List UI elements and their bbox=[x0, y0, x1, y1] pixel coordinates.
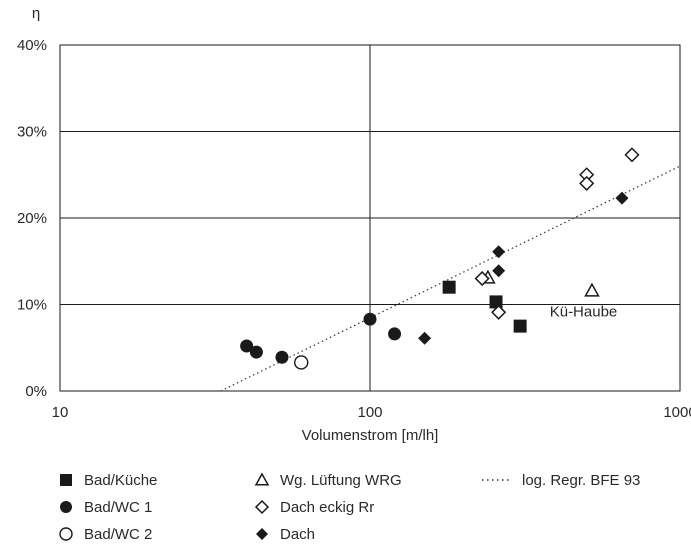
legend-label: Dach eckig Rr bbox=[280, 499, 374, 516]
y-tick-label: 30% bbox=[17, 124, 47, 141]
data-point bbox=[474, 270, 490, 287]
x-tick-label: 100 bbox=[357, 404, 382, 421]
data-point bbox=[240, 339, 254, 353]
data-point bbox=[249, 345, 263, 359]
data-point bbox=[363, 312, 377, 326]
data-point bbox=[275, 350, 289, 364]
y-tick-label: 40% bbox=[17, 37, 47, 54]
annotation-label: Kü-Haube bbox=[550, 304, 618, 321]
x-tick-label: 10 bbox=[52, 404, 69, 421]
legend-label: Bad/Küche bbox=[84, 472, 157, 489]
data-point bbox=[489, 295, 503, 309]
legend-swatch bbox=[59, 527, 73, 541]
data-point bbox=[388, 327, 402, 341]
legend-swatch bbox=[60, 474, 72, 486]
y-tick-label: 0% bbox=[25, 383, 47, 400]
data-point bbox=[492, 264, 506, 278]
y-tick-label: 10% bbox=[17, 297, 47, 314]
legend-swatch bbox=[60, 501, 72, 513]
x-axis-label: Volumenstrom [m/lh] bbox=[302, 427, 439, 444]
legend-swatch bbox=[256, 528, 268, 540]
data-point bbox=[624, 147, 640, 163]
legend-swatch bbox=[254, 499, 270, 515]
data-point bbox=[491, 304, 507, 320]
data-point bbox=[513, 319, 527, 333]
data-point bbox=[492, 245, 506, 259]
legend-label: Wg. Lüftung WRG bbox=[280, 472, 402, 489]
data-point bbox=[442, 280, 456, 294]
data-point bbox=[579, 175, 595, 191]
x-tick-label: 1000 bbox=[663, 404, 691, 421]
data-point bbox=[615, 191, 629, 205]
data-point bbox=[418, 331, 432, 345]
y-axis-label: η bbox=[32, 5, 40, 22]
legend-label: Bad/WC 2 bbox=[84, 526, 152, 543]
y-tick-label: 20% bbox=[17, 210, 47, 227]
legend-label: Dach bbox=[280, 526, 315, 543]
legend-label: Bad/WC 1 bbox=[84, 499, 152, 516]
data-point bbox=[294, 355, 309, 370]
legend-swatch bbox=[254, 472, 270, 486]
data-point bbox=[584, 282, 600, 297]
legend-label: log. Regr. BFE 93 bbox=[522, 472, 640, 489]
